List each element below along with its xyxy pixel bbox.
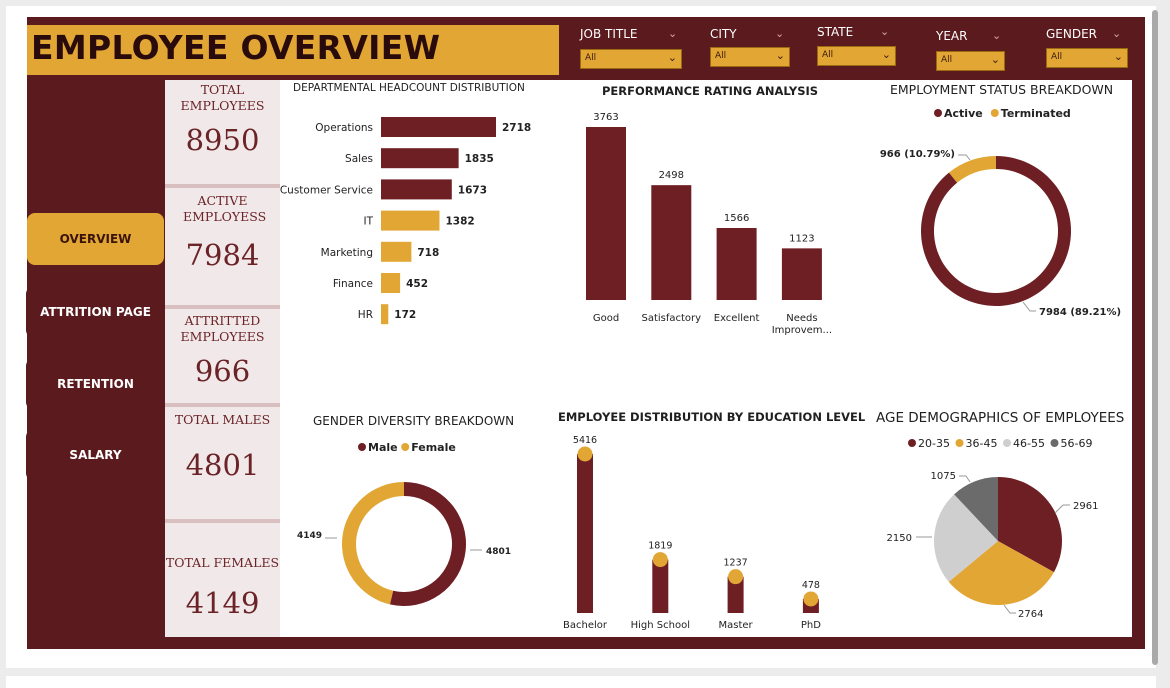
chevron-down-icon: ⌄ [881,48,891,61]
filter-city[interactable]: CITY ⌄ All ⌄ [710,27,790,71]
chevron-down-icon: ⌄ [667,51,677,64]
filter-job-title-select[interactable]: All ⌄ [580,49,682,69]
filter-year-label: YEAR [936,29,968,43]
nav-overview-button[interactable]: OVERVIEW [27,213,164,265]
filter-state[interactable]: STATE ⌄ All ⌄ [817,25,897,69]
kpi-active-employees-value: 7984 [185,238,260,272]
chevron-down-icon: ⌄ [775,27,785,40]
chart-title-departmental: DEPARTMENTAL HEADCOUNT DISTRIBUTION [293,82,525,94]
chart-title-education: EMPLOYEE DISTRIBUTION BY EDUCATION LEVEL [558,410,866,424]
chevron-down-icon: ⌄ [992,29,1002,42]
nav-retention-button[interactable]: RETENTION [26,358,165,410]
page-frame-next [6,676,1156,688]
kpi-active-employees-label: ACTIVE EMPLOYESS [183,193,267,224]
kpi-total-females-label: TOTAL FEMALES [165,555,280,570]
divider [165,184,280,188]
nav-overview-label: OVERVIEW [59,232,132,246]
chevron-down-icon: ⌄ [775,49,785,62]
chevron-down-icon: ⌄ [1113,50,1123,63]
filter-city-label: CITY [710,27,737,41]
chevron-down-icon: ⌄ [990,53,1000,66]
filter-job-title-value: All [585,53,597,63]
nav-retention-label: RETENTION [57,377,134,391]
kpi-total-females-value: 4149 [185,586,260,620]
kpi-panel [165,80,280,637]
divider [165,305,280,309]
nav-salary-button[interactable]: SALARY [26,429,165,481]
chevron-down-icon: ⌄ [880,25,890,38]
filter-gender[interactable]: GENDER ⌄ All ⌄ [1046,27,1128,71]
kpi-attritted-employees-label: ATTRITTED EMPLOYEES [180,313,265,344]
filter-state-label: STATE [817,25,854,39]
chart-title-employment-status: EMPLOYMENT STATUS BREAKDOWN [890,82,1114,97]
title-banner [27,25,559,75]
kpi-total-employees-value: 8950 [185,123,260,157]
page-title: EMPLOYEE OVERVIEW [31,28,441,67]
scrollbar[interactable] [1152,10,1158,665]
filter-year-value: All [941,55,953,65]
filter-year[interactable]: YEAR ⌄ All ⌄ [936,29,1006,73]
kpi-total-males-value: 4801 [185,448,260,482]
kpi-attritted-employees-value: 966 [194,354,251,388]
nav-attrition-label: ATTRITION PAGE [40,305,151,319]
filter-city-value: All [715,51,727,61]
kpi-total-males-label: TOTAL MALES [174,412,271,427]
filter-city-select[interactable]: All ⌄ [710,47,790,67]
kpi-total-employees-label: TOTAL EMPLOYEES [180,82,265,113]
chevron-down-icon: ⌄ [1112,27,1122,40]
filter-gender-select[interactable]: All ⌄ [1046,48,1128,68]
filter-job-title-label: JOB TITLE [580,27,638,41]
nav-salary-label: SALARY [69,448,122,462]
chart-title-age: AGE DEMOGRAPHICS OF EMPLOYEES [876,410,1125,426]
filter-year-select[interactable]: All ⌄ [936,51,1005,71]
filter-gender-label: GENDER [1046,27,1098,41]
filter-gender-value: All [1051,52,1063,62]
divider [165,519,280,523]
chart-title-performance: PERFORMANCE RATING ANALYSIS [602,84,819,98]
nav-attrition-button[interactable]: ATTRITION PAGE [26,286,165,338]
charts-canvas [280,80,1132,637]
filter-state-select[interactable]: All ⌄ [817,46,896,66]
chevron-down-icon: ⌄ [668,27,678,40]
filter-state-value: All [822,50,834,60]
divider [165,403,280,407]
filter-job-title[interactable]: JOB TITLE ⌄ All ⌄ [580,27,682,71]
chart-title-gender: GENDER DIVERSITY BREAKDOWN [313,414,515,428]
